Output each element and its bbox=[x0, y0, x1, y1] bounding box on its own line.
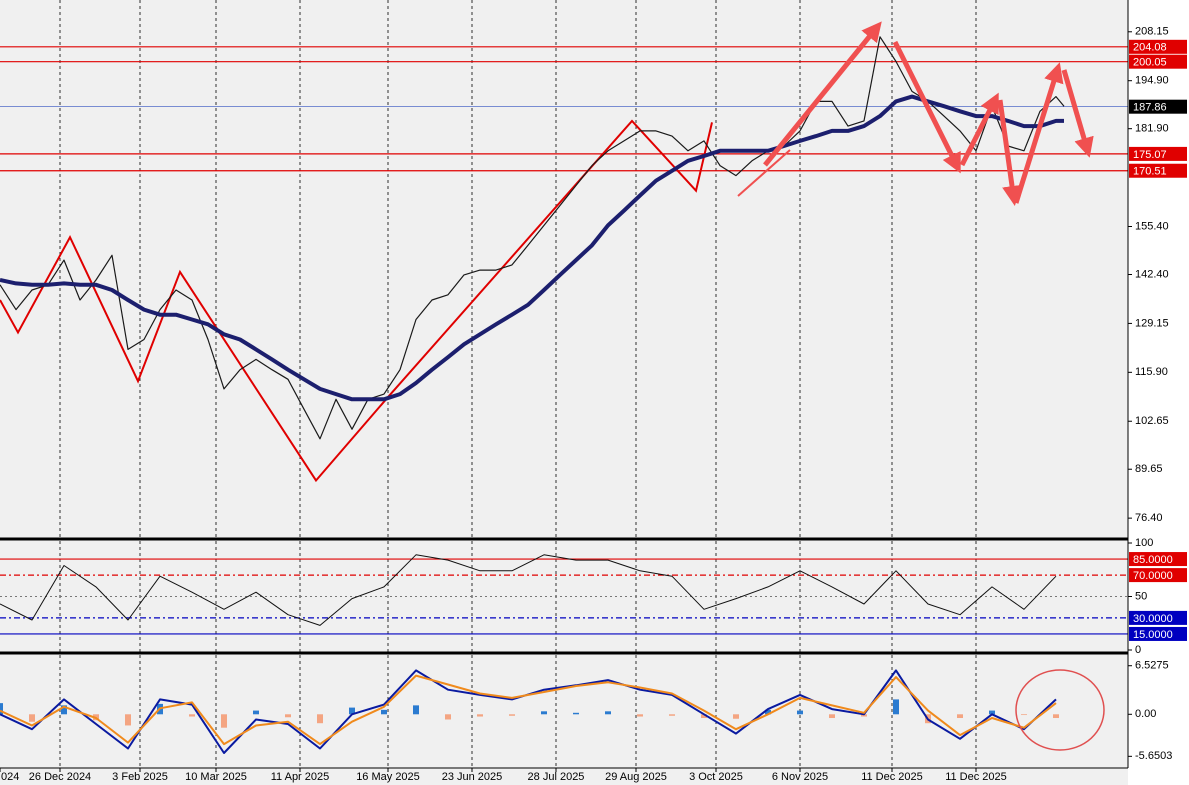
y-tick-label: 102.65 bbox=[1135, 415, 1169, 427]
histogram-bar bbox=[285, 714, 291, 718]
level-label: 175.07 bbox=[1133, 149, 1167, 161]
histogram-bar bbox=[1021, 714, 1027, 716]
x-tick-label: 16 May 2025 bbox=[356, 771, 420, 783]
annotation-line bbox=[737, 149, 791, 197]
y-tick-label: 115.90 bbox=[1135, 366, 1168, 378]
histogram-bar bbox=[637, 714, 643, 717]
level-label: 170.51 bbox=[1133, 166, 1167, 178]
histogram-bar bbox=[189, 714, 195, 717]
histogram-bar bbox=[1053, 714, 1059, 719]
arrow bbox=[1013, 62, 1064, 204]
panel: 100 50 0 85.0000 70.0000 30.0000 15.0000 bbox=[0, 537, 1187, 656]
y-tick-label: 100 bbox=[1135, 537, 1153, 549]
x-tick-label: 3 Oct 2025 bbox=[689, 771, 743, 783]
histogram-bar bbox=[413, 705, 419, 715]
level-label: 85.0000 bbox=[1133, 554, 1173, 566]
price-axis-bg bbox=[1128, 0, 1189, 785]
histogram-bar bbox=[669, 714, 675, 716]
histogram-bar bbox=[221, 714, 227, 728]
histogram-bar bbox=[125, 714, 131, 726]
y-tick-label: 194.90 bbox=[1135, 75, 1169, 87]
y-tick-label: 76.40 bbox=[1135, 512, 1163, 524]
y-tick-label: 155.40 bbox=[1135, 220, 1169, 232]
annotation-arrows bbox=[763, 21, 1094, 206]
level-label-bg bbox=[1129, 99, 1187, 114]
histogram-bar bbox=[349, 707, 355, 715]
x-tick-label: 10 Mar 2025 bbox=[185, 771, 247, 783]
arrow bbox=[1061, 69, 1094, 158]
histogram-bar bbox=[989, 710, 995, 715]
annotation-circle bbox=[1015, 669, 1105, 751]
level-label: 204.08 bbox=[1133, 42, 1167, 54]
panel-borders bbox=[0, 0, 1129, 769]
series-line bbox=[0, 674, 1057, 746]
level-label-bg bbox=[1129, 626, 1187, 641]
x-tick-label: 26 Dec 2024 bbox=[29, 771, 91, 783]
y-tick-label: 0.00 bbox=[1135, 708, 1156, 720]
level-label: 187.86 bbox=[1133, 102, 1167, 114]
level-label: 30.0000 bbox=[1133, 613, 1173, 625]
panel: 208.15 194.90 181.90 155.40 142.40 129.15 115.… bbox=[0, 0, 1187, 538]
level-label-bg bbox=[1129, 163, 1187, 178]
histogram-bar bbox=[509, 714, 515, 716]
histogram-bar bbox=[605, 711, 611, 715]
histogram-bar bbox=[541, 711, 547, 715]
histogram-bar bbox=[381, 709, 387, 715]
histogram-bar bbox=[733, 714, 739, 719]
arrow bbox=[763, 21, 882, 167]
level-label: 200.05 bbox=[1133, 57, 1167, 69]
x-tick-label: 29 Aug 2025 bbox=[605, 771, 667, 783]
y-tick-label: -5.6503 bbox=[1135, 750, 1172, 762]
y-tick-label: 208.15 bbox=[1135, 26, 1169, 38]
histogram-bar bbox=[29, 714, 35, 722]
y-tick-label: 6.5275 bbox=[1135, 660, 1169, 672]
histogram-bar bbox=[829, 714, 835, 719]
y-tick-label: 129.15 bbox=[1135, 317, 1169, 329]
histogram-bar bbox=[253, 710, 259, 715]
histogram-bar bbox=[765, 709, 771, 715]
level-label: 15.0000 bbox=[1133, 629, 1173, 641]
level-label-bg bbox=[1129, 568, 1187, 583]
histogram-bar bbox=[317, 714, 323, 724]
level-label-bg bbox=[1129, 552, 1187, 567]
x-tick-label: 3 Feb 2025 bbox=[112, 771, 168, 783]
level-label-bg bbox=[1129, 146, 1187, 161]
arrow bbox=[959, 92, 999, 167]
y-tick-label: 89.65 bbox=[1135, 463, 1163, 475]
y-tick-label: 181.90 bbox=[1135, 123, 1169, 135]
histogram-bar bbox=[61, 705, 67, 715]
y-tick-label: 0 bbox=[1135, 644, 1141, 656]
series-line bbox=[0, 36, 1065, 440]
histogram-bar bbox=[701, 714, 707, 719]
level-label-bg bbox=[1129, 39, 1187, 54]
histogram-bar bbox=[861, 714, 867, 717]
histogram-bar bbox=[797, 710, 803, 715]
histogram-bar bbox=[445, 714, 451, 720]
x-tick-label: 11 Apr 2025 bbox=[271, 771, 330, 783]
series-line bbox=[0, 94, 1064, 402]
histogram-bar bbox=[0, 703, 3, 715]
histogram-bar bbox=[893, 699, 899, 715]
level-label-bg bbox=[1129, 54, 1187, 69]
x-tick-label: 23 Jun 2025 bbox=[442, 771, 503, 783]
y-tick-label: 50 bbox=[1135, 590, 1147, 602]
level-label-bg bbox=[1129, 610, 1187, 625]
arrow bbox=[892, 40, 961, 174]
x-tick-label: 6 Nov 2025 bbox=[772, 771, 828, 783]
x-tick-label: 024 bbox=[1, 771, 19, 783]
x-tick-label: 11 Dec 2025 bbox=[945, 771, 1007, 783]
level-label: 70.0000 bbox=[1133, 570, 1173, 582]
x-tick-label: 11 Dec 2025 bbox=[861, 771, 923, 783]
histogram-bar bbox=[477, 714, 483, 717]
x-tick-label: 28 Jul 2025 bbox=[528, 771, 585, 783]
histogram-bar bbox=[957, 714, 963, 719]
arrow bbox=[997, 99, 1022, 206]
panel: 6.5275 0.00 -5.6503 bbox=[0, 655, 1172, 768]
y-tick-label: 142.40 bbox=[1135, 268, 1169, 280]
histogram-bar bbox=[573, 712, 579, 715]
series-line bbox=[0, 554, 1057, 626]
